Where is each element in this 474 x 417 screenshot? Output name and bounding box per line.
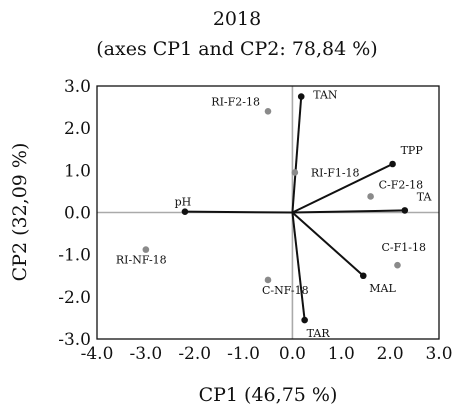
observation-point [291, 169, 299, 176]
x-tick-label: 0.0 [279, 344, 306, 364]
plot-frame [96, 85, 440, 340]
observation-point [367, 193, 374, 200]
observation-point [394, 261, 401, 269]
x-axis-label: CP1 (46,75 %) [199, 384, 338, 406]
variable-point-tar [301, 316, 308, 324]
variable-label: pH [175, 196, 192, 209]
x-tick-label: -3.0 [129, 344, 162, 364]
variable-label: TAR [307, 327, 331, 340]
x-tick-label: -4.0 [81, 344, 114, 364]
observation-label: C-F1-18 [381, 241, 425, 254]
vector-tan [291, 96, 303, 213]
y-tick-label: 0.0 [64, 204, 91, 224]
y-tick-label: -2.0 [58, 288, 91, 308]
variable-label: TA [417, 190, 433, 203]
vector-ph [184, 210, 293, 214]
x-tick-label: -2.0 [178, 344, 211, 364]
observation-label: C-NF-18 [262, 284, 309, 297]
observation-label: C-F2-18 [379, 178, 423, 191]
chart-subtitle: (axes CP1 and CP2: 78,84 %) [96, 38, 378, 60]
chart-title: 2018 [212, 8, 262, 30]
observation-label: RI-NF-18 [116, 254, 167, 267]
variable-point-ph [181, 208, 189, 215]
x-tick-label: 1.0 [328, 344, 355, 364]
variable-point-mal [359, 272, 367, 280]
variable-label: MAL [369, 282, 396, 295]
variable-label: TAN [313, 89, 338, 102]
observation-label: RI-F1-18 [311, 166, 360, 179]
y-tick-label: -1.0 [58, 246, 91, 266]
variable-label: TPP [401, 144, 424, 157]
variable-point-tpp [389, 160, 396, 168]
observation-point [264, 108, 272, 115]
vector-tar [291, 212, 306, 321]
variable-point-ta [401, 207, 409, 214]
y-tick-label: 2.0 [64, 119, 91, 139]
observation-label: RI-F2-18 [211, 95, 260, 108]
y-tick-label: 1.0 [64, 161, 91, 181]
vector-ta [292, 209, 405, 214]
x-tick-label: -1.0 [227, 344, 260, 364]
x-tick-label: 3.0 [425, 344, 452, 364]
observation-point [264, 276, 272, 284]
x-tick-label: 2.0 [377, 344, 404, 364]
observation-point [142, 246, 150, 253]
y-tick-label: -3.0 [58, 330, 91, 350]
y-tick-label: 3.0 [64, 77, 91, 97]
variable-point-tan [297, 93, 305, 100]
vector-mal [291, 211, 364, 277]
y-axis-label: CP2 (32,09 %) [9, 143, 31, 282]
vector-tpp [291, 163, 394, 214]
